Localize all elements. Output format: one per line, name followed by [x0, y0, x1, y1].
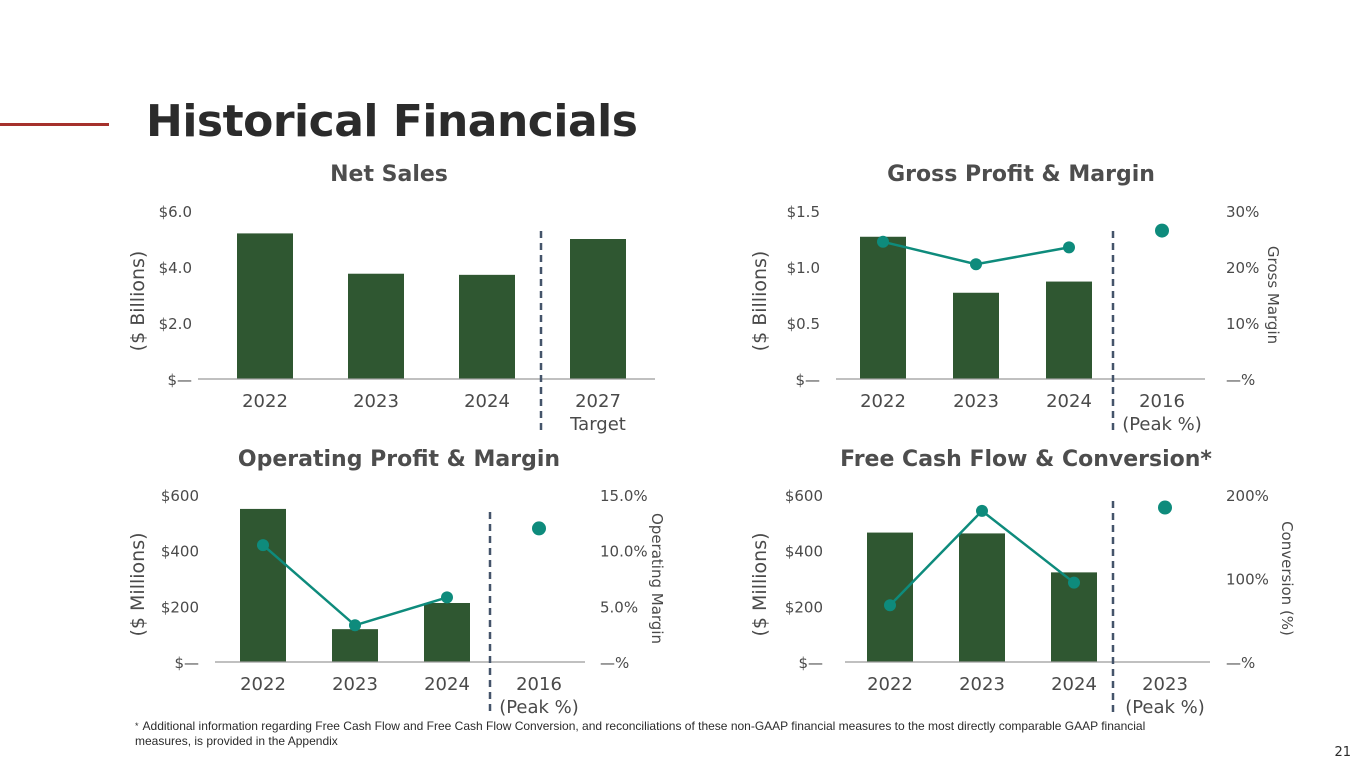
gross-profit-category-label: (Peak %) [1122, 414, 1202, 435]
operating-profit-y2-tick-label: 15.0% [600, 487, 648, 505]
free-cash-flow-margin-point-0 [884, 599, 896, 612]
gross-profit-margin-point-1 [970, 258, 982, 271]
free-cash-flow-y-tick-label: $600 [785, 487, 823, 505]
net-sales-category-label: 2022 [242, 391, 288, 412]
operating-profit-category-label: (Peak %) [499, 697, 579, 718]
net-sales-y-tick-label: $6.0 [159, 203, 192, 221]
free-cash-flow-category-label: 2022 [867, 674, 913, 695]
gross-profit-category-label: 2022 [860, 391, 906, 412]
operating-profit-category-label: 2024 [424, 674, 470, 695]
operating-profit-y-axis-title: ($ Millions) [127, 532, 149, 636]
free-cash-flow-margin-point-2 [1068, 576, 1080, 589]
free-cash-flow-y-tick-label: $200 [785, 598, 823, 616]
net-sales-y-tick-label: $— [167, 371, 192, 389]
gross-profit-y2-tick-label: 30% [1226, 203, 1259, 221]
net-sales-bar-3 [570, 239, 626, 379]
free-cash-flow-y2-tick-label: —% [1226, 654, 1255, 672]
operating-profit-y-tick-label: $— [174, 654, 199, 672]
footnote-text: Additional information regarding Free Ca… [135, 719, 1146, 748]
free-cash-flow-category-label: (Peak %) [1125, 697, 1205, 718]
operating-profit-y2-axis-title: Operating Margin [648, 513, 666, 644]
gross-profit-category-label: 2024 [1046, 391, 1092, 412]
gross-profit-y-axis-title: ($ Billions) [749, 251, 771, 352]
gross-profit-margin-point-0 [877, 235, 889, 248]
operating-profit-category-label: 2023 [332, 674, 378, 695]
operating-profit-margin-point-2 [441, 591, 453, 604]
operating-profit-bar-0 [240, 508, 286, 662]
free-cash-flow-y2-tick-label: 200% [1226, 487, 1269, 505]
free-cash-flow-y-axis-title: ($ Millions) [749, 532, 771, 636]
gross-profit-category-label: 2023 [953, 391, 999, 412]
free-cash-flow-bar-0 [867, 532, 913, 662]
gross-profit-y-tick-label: $1.0 [787, 259, 820, 277]
operating-profit-margin-point-0 [257, 539, 269, 552]
free-cash-flow-y-tick-label: $400 [785, 543, 823, 561]
gross-profit-category-label: 2016 [1139, 391, 1185, 412]
operating-profit-y2-tick-label: 5.0% [600, 598, 638, 616]
gross-profit-bar-1 [953, 292, 999, 379]
net-sales-category-label: 2023 [353, 391, 399, 412]
net-sales-bar-0 [237, 233, 293, 379]
page-title: Historical Financials [146, 96, 638, 147]
operating-profit-margin-point-1 [349, 619, 361, 632]
net-sales-chart-title: Net Sales [330, 162, 448, 187]
gross-profit-bar-2 [1046, 281, 1092, 379]
net-sales-bar-1 [348, 273, 404, 379]
gross-profit-y2-axis-title: Gross Margin [1264, 246, 1282, 344]
free-cash-flow-chart-title: Free Cash Flow & Conversion* [840, 447, 1212, 472]
operating-profit-y2-tick-label: —% [600, 654, 629, 672]
gross-profit-y-tick-label: $— [795, 371, 820, 389]
net-sales-y-tick-label: $4.0 [159, 259, 192, 277]
free-cash-flow-category-label: 2024 [1051, 674, 1097, 695]
gross-profit-y-tick-label: $1.5 [787, 203, 820, 221]
operating-profit-chart-title: Operating Profit & Margin [237, 447, 561, 472]
net-sales-y-tick-label: $2.0 [159, 315, 192, 333]
title-accent-line [0, 123, 109, 126]
footnote-marker: * [135, 721, 139, 731]
free-cash-flow-category-label: 2023 [1142, 674, 1188, 695]
operating-profit-bar-2 [424, 602, 470, 662]
operating-profit-y-tick-label: $200 [161, 598, 199, 616]
gross-profit-y-tick-label: $0.5 [787, 315, 820, 333]
operating-profit-y-tick-label: $400 [161, 543, 199, 561]
operating-profit-bar-1 [332, 629, 378, 662]
operating-profit-peak-point [532, 521, 546, 536]
free-cash-flow-bar-1 [959, 533, 1005, 662]
operating-profit-y-tick-label: $600 [161, 487, 199, 505]
net-sales-bar-2 [459, 274, 515, 379]
free-cash-flow-peak-point [1158, 500, 1172, 515]
gross-profit-chart-title: Gross Profit & Margin [887, 162, 1155, 187]
free-cash-flow-y-tick-label: $— [798, 654, 823, 672]
net-sales-category-label: 2024 [464, 391, 510, 412]
operating-profit-category-label: 2016 [516, 674, 562, 695]
free-cash-flow-y2-tick-label: 100% [1226, 571, 1269, 589]
net-sales-y-axis-title: ($ Billions) [127, 251, 149, 352]
free-cash-flow-category-label: 2023 [959, 674, 1005, 695]
net-sales-category-label: Target [569, 414, 626, 435]
gross-profit-y2-tick-label: 10% [1226, 315, 1259, 333]
page-number: 21 [1334, 745, 1351, 760]
free-cash-flow-y2-axis-title: Conversion (%) [1278, 521, 1296, 636]
gross-profit-margin-point-2 [1063, 241, 1075, 254]
operating-profit-category-label: 2022 [240, 674, 286, 695]
net-sales-category-label: 2027 [575, 391, 621, 412]
gross-profit-peak-point [1155, 223, 1169, 238]
footnote: * Additional information regarding Free C… [135, 719, 1195, 749]
operating-profit-y2-tick-label: 10.0% [600, 543, 648, 561]
gross-profit-bar-0 [860, 236, 906, 379]
gross-profit-y2-tick-label: —% [1226, 371, 1255, 389]
free-cash-flow-margin-point-1 [976, 504, 988, 517]
gross-profit-y2-tick-label: 20% [1226, 259, 1259, 277]
